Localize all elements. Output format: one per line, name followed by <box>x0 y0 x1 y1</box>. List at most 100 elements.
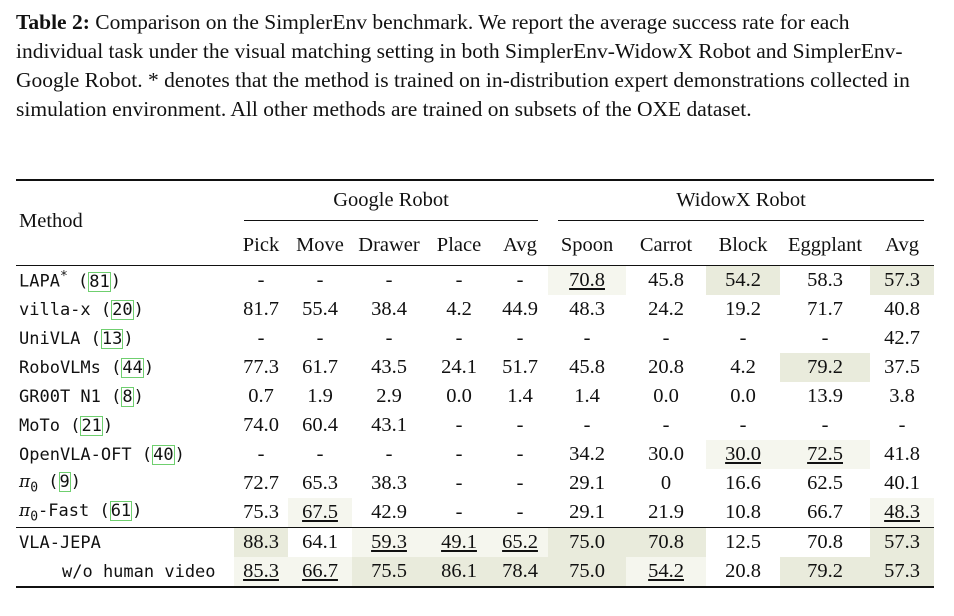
table-cell: 61.7 <box>302 356 338 378</box>
citation-number: 20 <box>111 299 134 320</box>
table-cell: 71.7 <box>807 298 843 320</box>
table-cell: 37.5 <box>884 356 920 378</box>
citation: (13) <box>80 328 134 349</box>
table-cell: 49.1 <box>426 527 492 557</box>
table-cell: 43.1 <box>371 414 407 436</box>
column-header-spoon: Spoon <box>560 233 614 256</box>
table-cell: 48.3 <box>870 498 935 528</box>
method-name-cell: RoboVLMs (44) <box>16 353 234 382</box>
table-cell: 77.3 <box>243 356 279 378</box>
citation: (40) <box>131 444 185 465</box>
table-body: LAPA* (81) - - - - -70.8 45.8 54.2 58.3 57.3 villa… <box>16 265 935 588</box>
table-cell: 59.3 <box>352 527 426 557</box>
table-cell: 66.7 <box>288 557 352 588</box>
citation: (61) <box>89 500 143 521</box>
table-cell: 54.2 <box>706 265 781 295</box>
method-label: MoTo <box>19 415 60 436</box>
table-cell: 12.5 <box>706 527 781 557</box>
table-cell: 48.3 <box>569 298 605 320</box>
column-header-block: Block <box>718 233 768 256</box>
method-name-cell: π0 (9) <box>16 469 234 498</box>
table-cell: 29.1 <box>569 472 605 494</box>
table-row: w/o human video 85.3 66.7 75.5 86.1 78.4 75.0 5… <box>16 557 935 588</box>
caption-text: Comparison on the SimplerEnv benchmark. … <box>16 10 910 121</box>
table-cell: 65.2 <box>492 527 549 557</box>
table-cell: - <box>257 443 265 465</box>
method-subscript: 0 <box>30 509 39 525</box>
table-cell: - <box>662 414 670 436</box>
table-cell: - <box>516 414 524 436</box>
table-cell: 2.9 <box>376 385 402 407</box>
citation: (81) <box>67 271 121 292</box>
table-cell: - <box>516 327 524 349</box>
table-row: MoTo (21) 74.0 60.4 43.1 - - - - - - - <box>16 411 934 440</box>
table-cell: 78.4 <box>492 557 549 588</box>
table-cell: - <box>455 414 463 436</box>
table-cell: - <box>257 327 265 349</box>
table-cell: - <box>583 414 591 436</box>
table-row: LAPA* (81) - - - - -70.8 45.8 54.2 58.3 57.3 <box>16 265 935 295</box>
table-row: UniVLA (13) - - - - - - - - - 42.7 <box>16 324 934 353</box>
table-cell: 43.5 <box>371 356 407 378</box>
table-cell: 0 <box>660 472 672 494</box>
table-cell: - <box>821 414 829 436</box>
table-cell: 57.3 <box>870 265 935 295</box>
table-cell: - <box>455 472 463 494</box>
table-row: π0-Fast (61) 75.3 67.5 42.9 - - 29.1 21.9 10.8 66… <box>16 498 935 528</box>
table-cell: 88.3 <box>234 527 288 557</box>
table-row: RoboVLMs (44) 77.3 61.7 43.5 24.1 51.7 45.8 20.… <box>16 353 934 382</box>
table-cell: 20.8 <box>648 356 684 378</box>
table-cell: 45.8 <box>626 265 707 295</box>
table-cell: 70.8 <box>780 527 871 557</box>
table-cell: 10.8 <box>725 501 761 523</box>
table-cell: 45.8 <box>569 356 605 378</box>
table-cell: 74.0 <box>243 414 279 436</box>
table-cell: 62.5 <box>807 472 843 494</box>
method-label: OpenVLA-OFT <box>19 444 132 465</box>
method-header: Method <box>19 209 83 232</box>
group-header-google: Google Robot <box>234 180 548 225</box>
method-suffix: -Fast <box>38 500 90 521</box>
table-cell: 3.8 <box>889 385 915 407</box>
table-cell: - <box>455 501 463 523</box>
table-cell: 81.7 <box>243 298 279 320</box>
column-header-eggplant: Eggplant <box>788 233 863 256</box>
table-cell: 44.9 <box>502 298 538 320</box>
method-name-cell: villa-x (20) <box>16 295 234 324</box>
citation-number: 44 <box>121 357 144 378</box>
citation: (21) <box>59 415 114 436</box>
table-cell: - <box>288 265 352 295</box>
table-cell: - <box>234 265 288 295</box>
table-cell: 72.5 <box>780 440 871 469</box>
table-row: OpenVLA-OFT (40) - - - - -34.2 30.0 30.0 72.5 41.… <box>16 440 934 469</box>
table-cell: 40.8 <box>884 298 920 320</box>
table-cell: 75.0 <box>548 557 627 588</box>
column-header-row: Pick Move Drawer Place Avg Spoon Carrot Block Eg… <box>16 225 934 266</box>
method-name-cell: w/o human video <box>16 557 234 588</box>
column-header-carrot: Carrot <box>639 233 693 256</box>
method-name-cell: MoTo (21) <box>16 411 234 440</box>
table-cell: 75.5 <box>352 557 426 588</box>
column-header-avg: Avg <box>503 233 537 256</box>
method-label: VLA-JEPA <box>19 532 101 553</box>
table-cell: 57.3 <box>870 527 935 557</box>
method-label: GR00T N1 <box>19 386 101 407</box>
table-cell: 72.7 <box>243 472 279 494</box>
column-header-pick: Pick <box>242 233 280 256</box>
citation-number: 9 <box>58 471 71 492</box>
table-cell: - <box>516 472 524 494</box>
table-cell: 60.4 <box>302 414 338 436</box>
table-cell: 30.0 <box>706 440 781 469</box>
table-cell: 70.8 <box>548 265 627 295</box>
table-cell: - <box>583 327 591 349</box>
table-cell: - <box>739 327 747 349</box>
table-cell: 24.2 <box>648 298 684 320</box>
table-cell: 1.4 <box>574 385 600 407</box>
method-superscript: * <box>59 269 68 285</box>
table-cell: - <box>739 414 747 436</box>
method-symbol: π <box>19 500 31 521</box>
table-cell: - <box>385 327 393 349</box>
table-cell: 34.2 <box>569 443 605 465</box>
table-cell: 40.1 <box>884 472 920 494</box>
citation: (9) <box>38 471 81 492</box>
